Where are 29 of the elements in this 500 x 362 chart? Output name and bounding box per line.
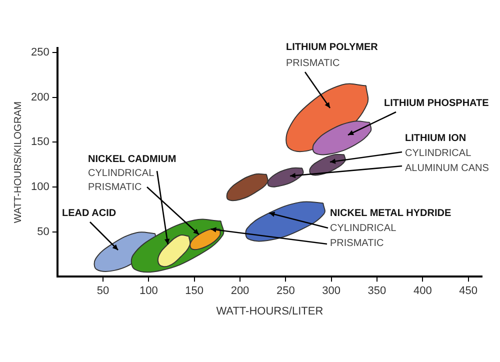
annotation: NICKEL CADMIUM (88, 154, 176, 165)
annotation: PRISMATIC (286, 58, 340, 69)
y-tick-label: 100 (30, 180, 50, 193)
x-tick-label: 200 (230, 285, 250, 298)
x-tick-label: 350 (368, 285, 386, 298)
annotation: PRISMATIC (88, 182, 142, 193)
annotation: ALUMINUM CANS (405, 163, 490, 174)
x-axis-title: WATT-HOURS/LITER (216, 305, 324, 318)
x-tick-label: 400 (413, 285, 432, 298)
annotation: LITHIUM ION (405, 133, 466, 144)
y-tick-label: 50 (37, 226, 50, 238)
y-tick-label: 250 (30, 46, 50, 59)
x-tick-label: 450 (459, 285, 478, 298)
annotation: PRISMATIC (330, 238, 384, 249)
annotation: CYLINDRICAL (88, 168, 155, 179)
annotation: LITHIUM POLYMER (286, 42, 379, 53)
annotation: CYLINDRICAL (405, 148, 472, 159)
y-tick-label: 200 (30, 91, 50, 104)
annotation: NICKEL METAL HYDRIDE (330, 208, 452, 219)
x-tick-label: 50 (96, 285, 110, 298)
y-tick-label: 150 (30, 136, 50, 148)
y-axis-title: WATT-HOURS/KILOGRAM (12, 101, 24, 224)
x-tick-label: 100 (139, 285, 158, 298)
x-tick-label: 150 (185, 285, 204, 298)
x-tick-label: 250 (276, 285, 295, 298)
annotation: LEAD ACID (62, 208, 116, 219)
annotation: LITHIUM PHOSPHATE (384, 98, 490, 109)
x-tick-label: 300 (322, 285, 340, 298)
annotation: CYLINDRICAL (330, 223, 397, 234)
